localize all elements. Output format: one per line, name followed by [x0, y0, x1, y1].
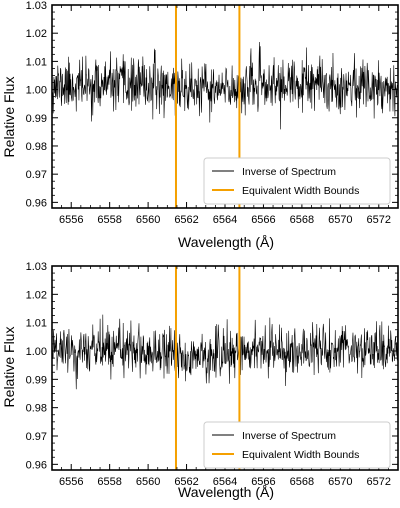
legend: Inverse of Spectrum Equivalent Width Bou…: [203, 157, 391, 205]
x-tick-label: 6568: [290, 214, 314, 226]
y-tick-label: 1.02: [26, 28, 47, 40]
x-tick-label: 6558: [97, 476, 121, 488]
y-tick-label: 0.97: [26, 169, 47, 181]
chart-top: Relative Flux Wavelength (Å) 6556 6558 656…: [1, 0, 399, 250]
x-tick-label: 6560: [136, 476, 160, 488]
legend-label-spectrum: Inverse of Spectrum: [242, 166, 336, 178]
plot-area: 6556 6558 6560 6562 6564 6566 6568 6570 6572 0.96…: [26, 261, 399, 488]
y-tick-label: 0.97: [26, 431, 47, 443]
x-tick-label: 6560: [136, 214, 160, 226]
x-tick-label: 6572: [367, 476, 391, 488]
x-tick-label: 6570: [328, 214, 352, 226]
x-tick-label: 6564: [213, 214, 237, 226]
x-axis-label: Wavelength (Å): [178, 234, 274, 250]
legend-label-spectrum: Inverse of Spectrum: [242, 430, 336, 442]
x-tick-label: 6558: [97, 214, 121, 226]
series-line-spectrum: [52, 314, 398, 390]
y-tick-label: 1.00: [26, 85, 47, 97]
y-tick-label: 0.96: [26, 197, 47, 209]
x-tick-label: 6566: [251, 476, 275, 488]
x-tick-label: 6556: [59, 476, 83, 488]
series-line-spectrum: [52, 42, 398, 130]
legend-box: [203, 421, 391, 469]
y-tick-label: 1.01: [26, 56, 47, 68]
y-tick-label: 1.02: [26, 289, 47, 301]
y-tick-label: 1.00: [26, 346, 47, 358]
plot-area: 6556 6558 6560 6562 6564 6566 6568 6570 6572 0.96…: [26, 0, 399, 226]
y-axis-label: Relative Flux: [1, 77, 17, 158]
chart-bottom: Relative Flux Wavelength (Å) 6556 6558 656…: [1, 261, 399, 500]
y-tick-label: 1.03: [26, 261, 47, 273]
x-tick-label: 6556: [59, 214, 83, 226]
x-axis-label: Wavelength (Å): [178, 484, 274, 500]
y-tick-label: 0.96: [26, 459, 47, 471]
x-tick-label: 6564: [213, 476, 237, 488]
x-tick-label: 6562: [174, 476, 198, 488]
x-tick-label: 6570: [328, 476, 352, 488]
legend-box: [203, 157, 391, 205]
y-tick-label: 0.99: [26, 113, 47, 125]
legend-label-bounds: Equivalent Width Bounds: [242, 185, 359, 197]
y-tick-label: 0.98: [26, 403, 47, 415]
x-tick-label: 6566: [251, 214, 275, 226]
x-tick-label: 6572: [367, 214, 391, 226]
x-tick-label: 6562: [174, 214, 198, 226]
y-tick-label: 0.98: [26, 141, 47, 153]
y-tick-label: 1.01: [26, 318, 47, 330]
legend: Inverse of Spectrum Equivalent Width Bou…: [203, 421, 391, 469]
y-tick-label: 0.99: [26, 374, 47, 386]
y-tick-label: 1.03: [26, 0, 47, 12]
y-axis-label: Relative Flux: [1, 327, 17, 408]
legend-label-bounds: Equivalent Width Bounds: [242, 449, 359, 461]
x-tick-label: 6568: [290, 476, 314, 488]
